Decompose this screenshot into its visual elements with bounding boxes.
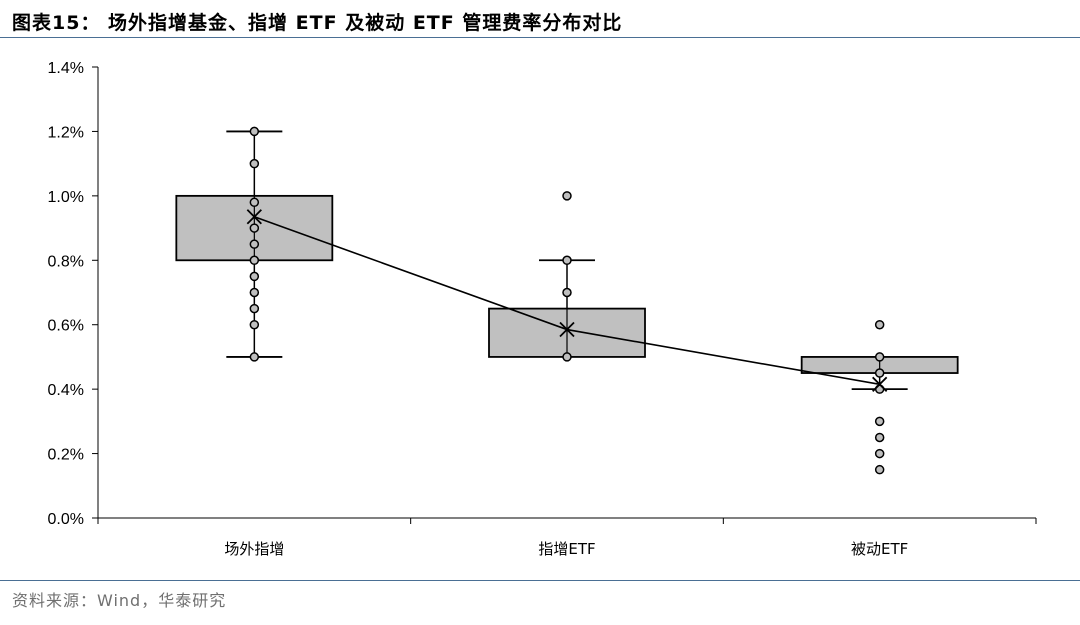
- y-tick-label: 1.0%: [48, 189, 84, 206]
- data-point: [874, 352, 885, 362]
- y-tick-label: 0.8%: [48, 253, 84, 270]
- data-point: [562, 255, 572, 266]
- mean-marker: [872, 376, 888, 392]
- box-group: [175, 126, 334, 362]
- data-point: [874, 432, 885, 443]
- mean-marker: [559, 321, 575, 338]
- data-point: [874, 464, 885, 475]
- box-group: [488, 191, 646, 362]
- data-point: [249, 319, 260, 330]
- mean-line-group: [246, 209, 888, 392]
- y-tick-label: 1.2%: [48, 124, 84, 141]
- data-point: [249, 303, 260, 314]
- y-tick-label: 0.6%: [48, 318, 84, 335]
- data-point: [874, 416, 885, 427]
- data-point: [249, 223, 260, 233]
- data-point: [249, 287, 260, 298]
- figure-title: 图表15： 场外指增基金、指增 ETF 及被动 ETF 管理费率分布对比: [12, 12, 623, 34]
- box-series: [175, 126, 959, 475]
- x-category-label: 指增ETF: [538, 540, 595, 558]
- box-group: [800, 319, 959, 475]
- source-note: 资料来源：Wind，华泰研究: [12, 591, 227, 610]
- data-point: [874, 368, 885, 378]
- data-point: [562, 191, 572, 201]
- data-point: [249, 158, 260, 169]
- y-tick-label: 0.2%: [48, 447, 84, 464]
- y-tick-label: 0.0%: [48, 511, 84, 528]
- data-point: [249, 239, 260, 249]
- y-axis-ticks: 0.0% 0.2% 0.4% 0.6% 0.8% 1.0% 1.2% 1.4%: [48, 60, 98, 528]
- chart-axes: 场外指增 指增ETF 被动ETF: [97, 67, 1037, 558]
- mean-marker-stroke: [246, 209, 262, 225]
- x-category-label: 被动ETF: [851, 540, 908, 558]
- data-point: [249, 255, 260, 266]
- data-point: [874, 319, 885, 330]
- data-point: [874, 448, 885, 459]
- mean-marker-stroke: [559, 321, 575, 338]
- data-point: [249, 271, 260, 282]
- data-point: [562, 352, 572, 362]
- data-point: [249, 197, 260, 208]
- footer-divider: [0, 580, 1080, 581]
- y-tick-label: 1.4%: [48, 60, 84, 77]
- data-point: [249, 126, 260, 137]
- mean-marker-stroke: [872, 376, 888, 392]
- data-point: [249, 352, 260, 362]
- title-divider: [0, 37, 1080, 38]
- y-tick-label: 0.4%: [48, 382, 84, 399]
- data-point: [562, 287, 572, 298]
- mean-marker: [246, 209, 262, 225]
- x-category-label: 场外指增: [224, 540, 284, 558]
